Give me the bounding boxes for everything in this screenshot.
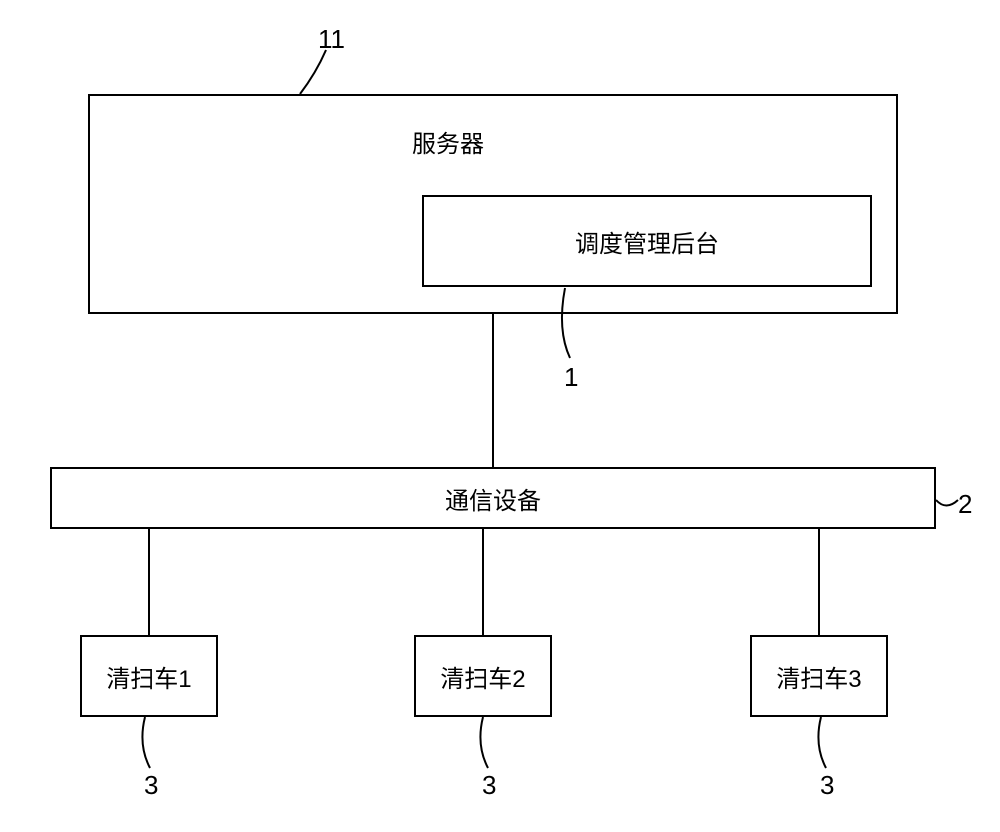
leader-ref2: [936, 500, 958, 506]
leader-lines: [0, 0, 1000, 832]
leader-ref1: [562, 288, 570, 358]
leader-ref11: [300, 50, 326, 94]
leader-ref3a: [142, 717, 150, 768]
leader-ref3c: [818, 717, 826, 768]
leader-ref3b: [480, 717, 488, 768]
